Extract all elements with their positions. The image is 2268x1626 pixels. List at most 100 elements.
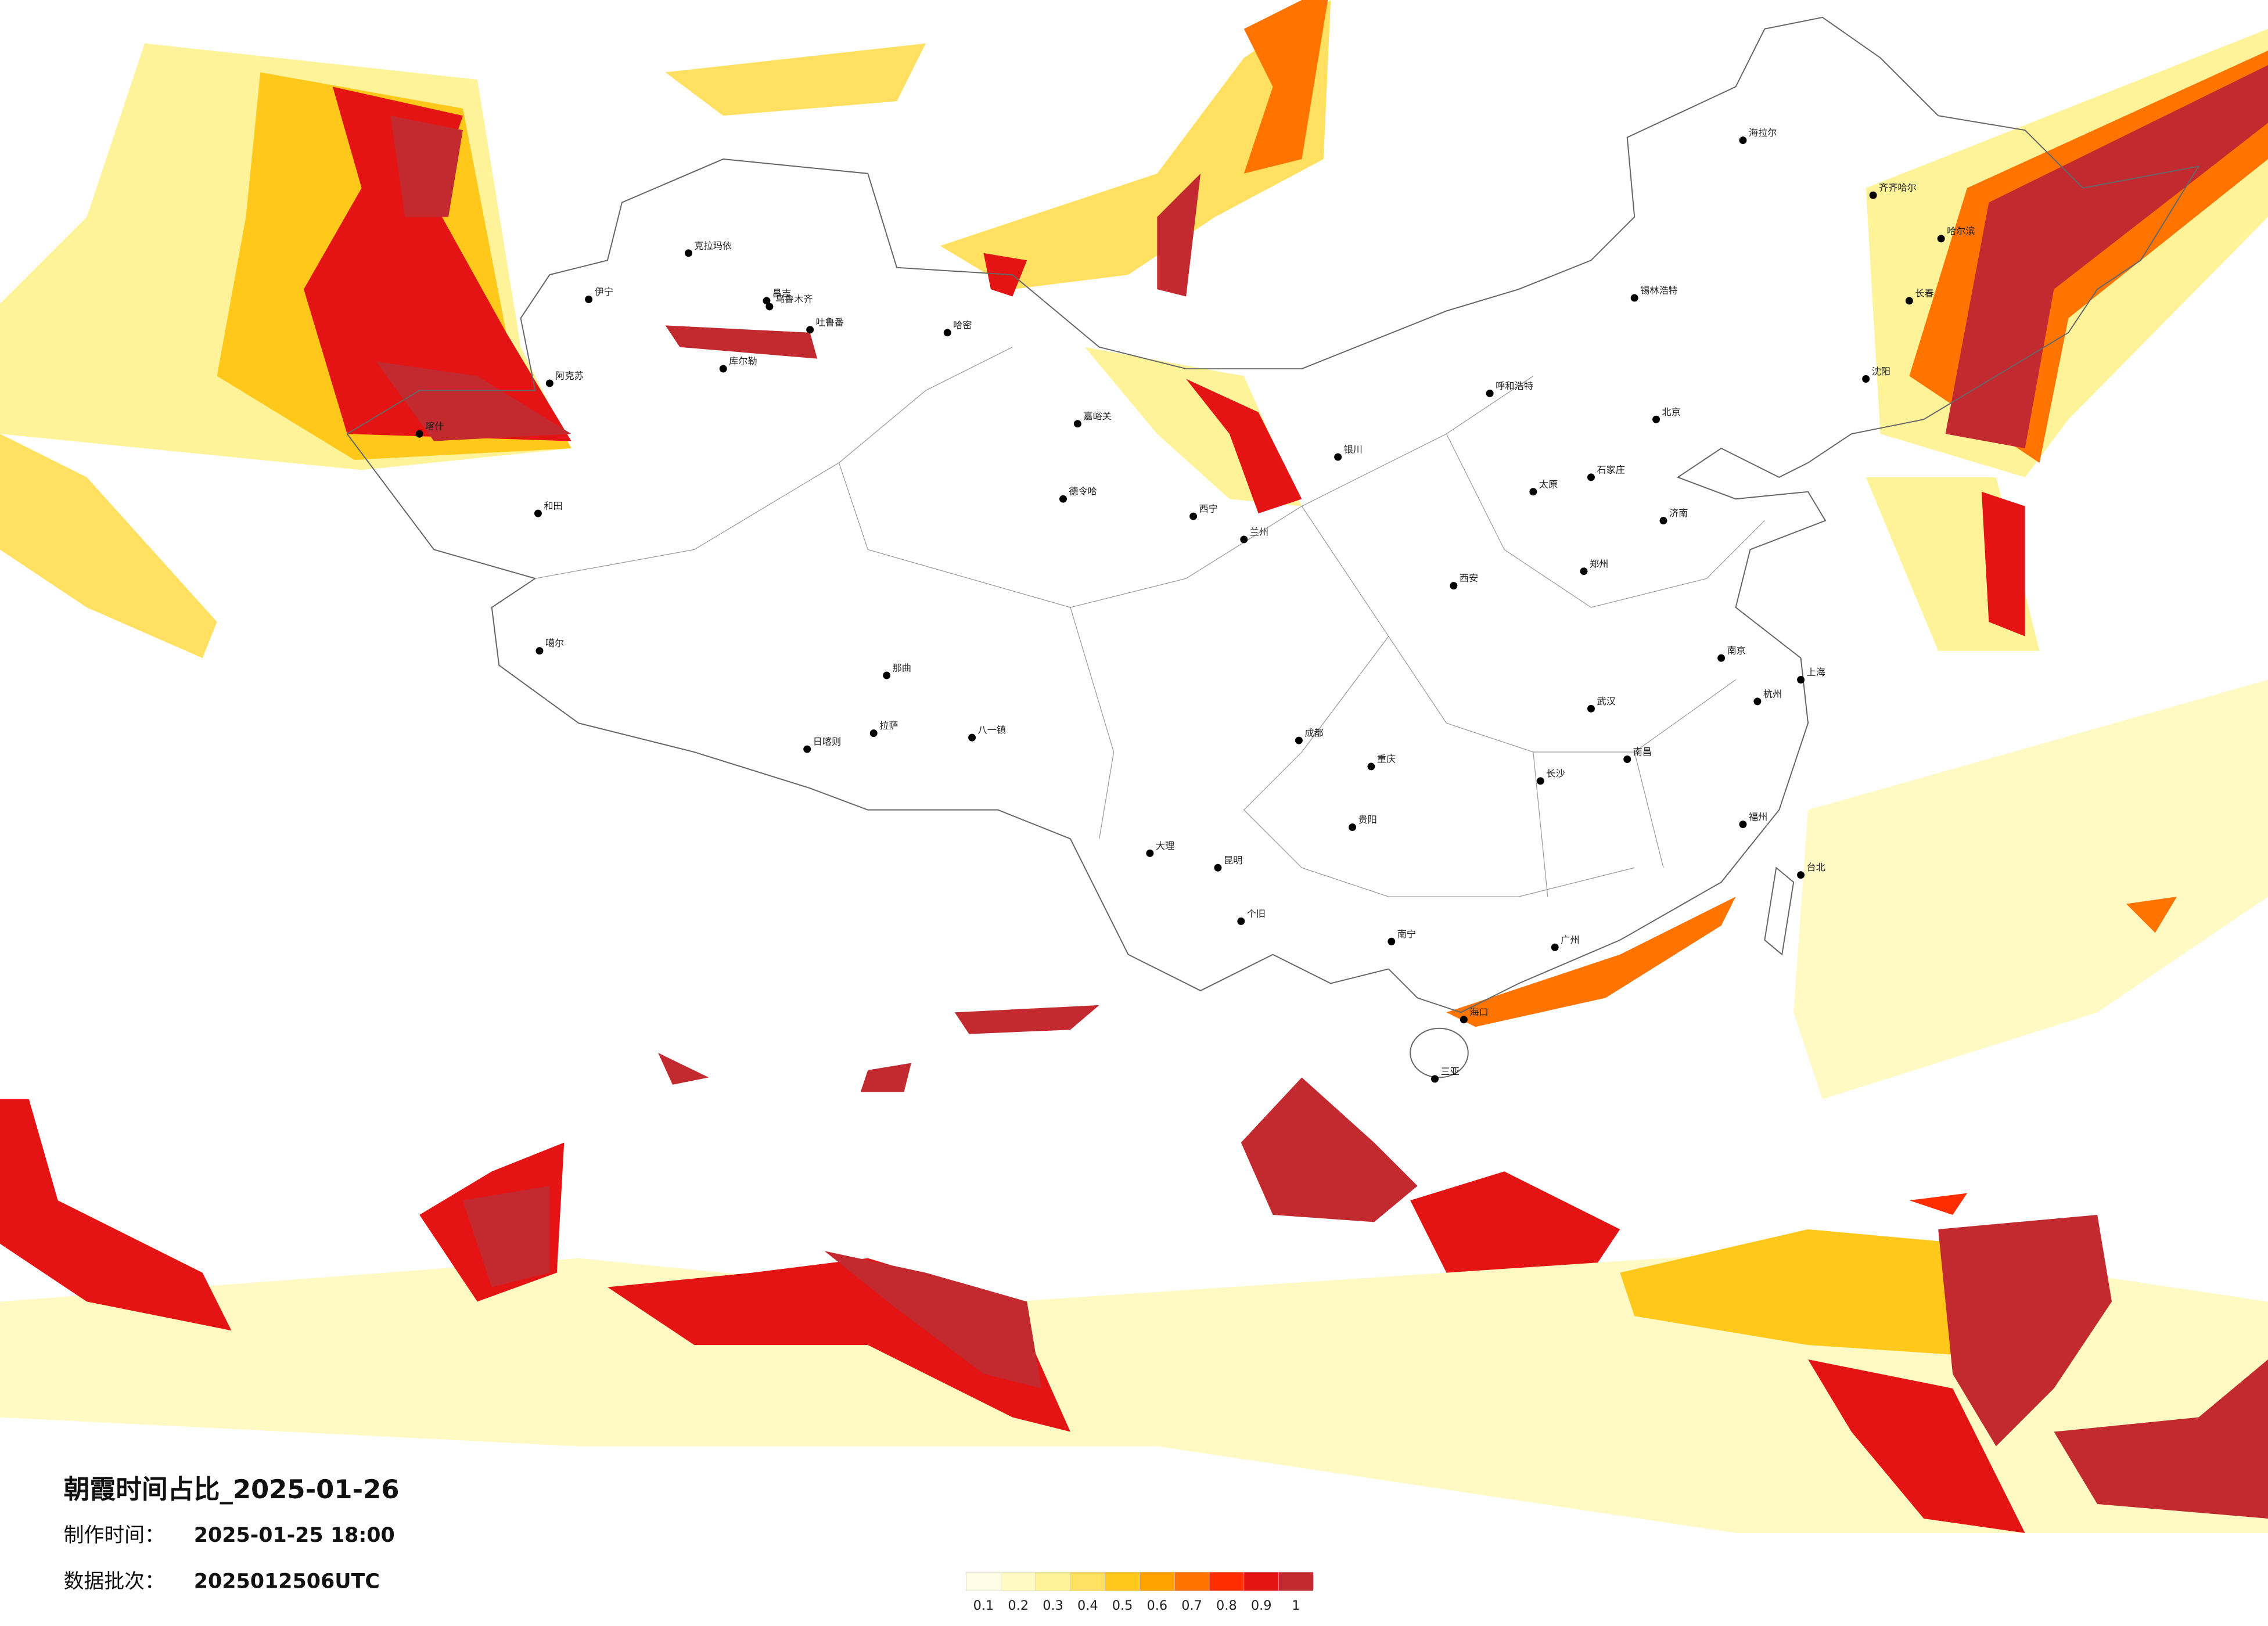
- city-label: 锡林浩特: [1640, 285, 1678, 296]
- city-dot: [1717, 654, 1726, 662]
- city-label: 拉萨: [879, 720, 898, 731]
- city-label: 阿克苏: [555, 370, 584, 381]
- glow-patch: [665, 325, 818, 359]
- legend-swatch: [1174, 1571, 1210, 1591]
- city-label: 南昌: [1633, 746, 1652, 757]
- legend-tick-label: 0.4: [1077, 1598, 1098, 1613]
- legend-tick-label: 0.7: [1181, 1598, 1202, 1613]
- city-label: 长沙: [1546, 768, 1565, 779]
- legend-swatch: [1140, 1571, 1175, 1591]
- glow-patch: [1793, 679, 2268, 1099]
- city-label: 噶尔: [545, 638, 564, 649]
- city-dot: [535, 647, 544, 655]
- glow-patch: [1981, 491, 2025, 636]
- city-dot: [719, 365, 727, 373]
- legend-swatch: [1001, 1571, 1036, 1591]
- glow-patch: [462, 1186, 550, 1287]
- city-dot: [415, 430, 423, 438]
- city-dot: [1460, 1016, 1468, 1024]
- glow-patch: [390, 116, 463, 217]
- city-dot: [1295, 736, 1303, 744]
- city-dot: [883, 671, 891, 679]
- city-dot: [1862, 375, 1870, 383]
- city-label: 日喀则: [813, 736, 842, 747]
- info-value: 2025012506UTC: [194, 1570, 380, 1593]
- city-label: 三亚: [1440, 1066, 1459, 1077]
- province-borders: [535, 347, 1765, 897]
- city-label: 呼和浩特: [1496, 380, 1533, 391]
- city-dot: [1869, 191, 1877, 199]
- city-dot: [684, 249, 692, 257]
- city-dot: [1797, 871, 1805, 879]
- city-label: 齐齐哈尔: [1879, 182, 1917, 193]
- glow-patch: [1938, 1214, 2112, 1447]
- city-dot: [585, 296, 593, 303]
- city-dot: [806, 326, 814, 334]
- glow-patch: [1410, 1171, 1620, 1273]
- city-label: 重庆: [1377, 753, 1396, 764]
- glow-patch: [1446, 897, 1736, 1027]
- legend-swatch: [1278, 1571, 1314, 1591]
- city-dot: [534, 509, 542, 517]
- city-label: 武汉: [1597, 696, 1615, 707]
- legend-tick-label: 0.8: [1216, 1598, 1237, 1613]
- city-label: 克拉玛依: [694, 240, 732, 251]
- city-label: 伊宁: [595, 286, 613, 297]
- city-dot: [1237, 917, 1245, 925]
- legend-swatch: [966, 1571, 1001, 1591]
- city-label: 昌吉: [772, 288, 791, 299]
- city-dot: [1146, 849, 1154, 857]
- city-label: 喀什: [425, 421, 444, 432]
- city-dot: [1739, 136, 1747, 145]
- city-dot: [1367, 762, 1375, 771]
- city-dot: [1450, 582, 1458, 590]
- city-dot: [1623, 756, 1631, 763]
- glow-patch: [658, 1053, 709, 1085]
- city-label: 昆明: [1224, 855, 1242, 866]
- city-dot: [1349, 823, 1357, 832]
- glow-patch: [665, 43, 926, 116]
- glow-patch: [1945, 65, 2268, 449]
- city-dot: [1214, 864, 1222, 872]
- glow-patch: [2126, 897, 2177, 933]
- city-dot: [1905, 297, 1913, 305]
- info-label: 制作时间：: [64, 1524, 165, 1547]
- city-label: 台北: [1807, 862, 1825, 873]
- city-label: 库尔勒: [729, 356, 757, 367]
- city-dot: [1587, 473, 1595, 481]
- city-label: 上海: [1807, 667, 1825, 678]
- glow-patch: [824, 1251, 1042, 1388]
- city-label: 福州: [1749, 811, 1767, 822]
- city-label: 沈阳: [1872, 366, 1890, 377]
- city-label: 海拉尔: [1749, 127, 1777, 138]
- city-label: 成都: [1304, 728, 1323, 739]
- city-label: 北京: [1662, 406, 1681, 418]
- glow-patch: [860, 1063, 911, 1092]
- city-label: 西宁: [1199, 503, 1218, 515]
- legend-tick-label: 0.5: [1112, 1598, 1133, 1613]
- city-label: 大理: [1156, 840, 1174, 851]
- city-label: 广州: [1561, 934, 1579, 945]
- city-dot: [1334, 453, 1342, 461]
- city-label: 郑州: [1590, 558, 1608, 569]
- city-label: 乌鲁木齐: [775, 294, 813, 305]
- city-dot: [1587, 704, 1595, 713]
- city-label: 西安: [1460, 573, 1478, 584]
- info-label: 数据批次：: [64, 1570, 165, 1593]
- country-outline: [346, 16, 2200, 1013]
- city-label: 银川: [1344, 444, 1363, 455]
- sunrise-glow-field: [0, 0, 2268, 1533]
- city-dot: [1630, 294, 1638, 302]
- glow-patch: [1241, 1077, 1418, 1222]
- city-dot: [1580, 567, 1588, 575]
- city-label: 海口: [1469, 1006, 1488, 1017]
- city-label: 太原: [1539, 479, 1558, 490]
- glow-patch: [1243, 0, 1328, 174]
- city-label: 那曲: [893, 663, 911, 674]
- city-label: 和田: [544, 501, 562, 512]
- city-label: 八一镇: [978, 725, 1007, 736]
- city-dot: [1073, 420, 1081, 428]
- city-dot: [1937, 235, 1945, 243]
- legend-tick-label: 0.6: [1147, 1598, 1168, 1613]
